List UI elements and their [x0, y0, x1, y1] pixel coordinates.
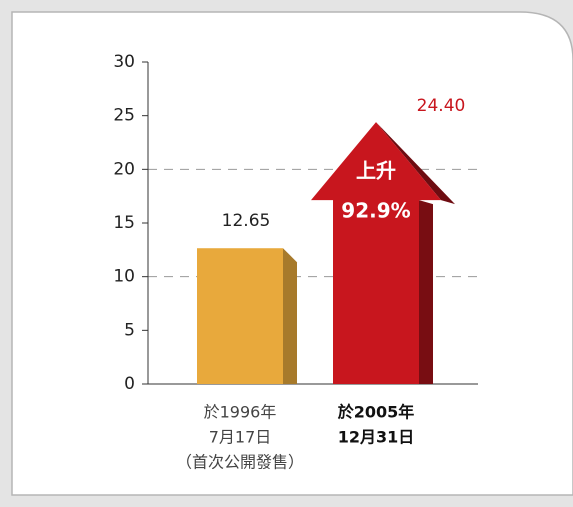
x-tick-label: （首次公開發售）	[176, 453, 304, 472]
value-label: 24.40	[417, 96, 466, 116]
bar	[197, 248, 283, 384]
x-tick-label: 7月17日	[209, 428, 272, 447]
x-tick-label: 於2005年	[338, 403, 415, 422]
bar	[311, 122, 441, 385]
y-tick-label: 5	[124, 320, 135, 340]
y-tick-label: 20	[113, 159, 135, 179]
y-tick-label: 30	[113, 52, 135, 72]
bar-side	[283, 248, 297, 384]
value-label: 12.65	[222, 211, 271, 231]
bar-side	[419, 200, 433, 384]
y-tick-label: 10	[113, 267, 135, 287]
y-tick-label: 15	[113, 213, 135, 233]
x-tick-label: 12月31日	[338, 428, 415, 447]
y-tick-label: 25	[113, 106, 135, 126]
annotation: 上升	[356, 159, 396, 183]
arrow-side	[376, 122, 455, 205]
y-tick-label: 0	[124, 374, 135, 394]
x-tick-label: 於1996年	[204, 403, 277, 422]
annotation: 92.9%	[341, 199, 410, 223]
panel	[11, 11, 573, 496]
